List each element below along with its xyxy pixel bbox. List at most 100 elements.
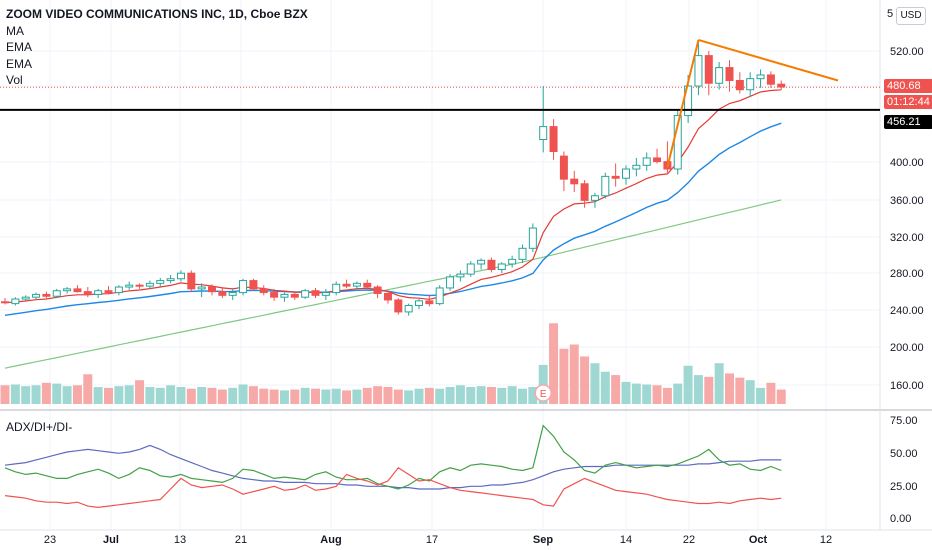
volume-bar <box>497 387 507 404</box>
candle-body <box>518 247 527 260</box>
candle-body <box>549 126 558 152</box>
volume-bar <box>424 387 434 404</box>
candle-body <box>642 157 651 166</box>
candle-body <box>446 276 455 289</box>
grid-lines <box>0 0 932 531</box>
legend-ma[interactable]: MA <box>6 23 24 38</box>
candle-body <box>83 291 92 295</box>
candle-body <box>218 291 227 296</box>
volume-bar <box>145 387 155 404</box>
candle-body <box>590 195 599 201</box>
candle-body <box>145 282 154 287</box>
volume-bar <box>321 389 331 404</box>
volume-bar <box>41 382 51 404</box>
earnings-marker <box>534 384 552 402</box>
volume-bar <box>93 387 103 404</box>
candle-body <box>735 80 744 91</box>
volume-bar <box>124 385 134 404</box>
adx-series-adx <box>4 444 782 490</box>
volume-bar <box>31 385 41 404</box>
time-tick-label: 14 <box>620 534 632 546</box>
candle-body <box>73 288 82 293</box>
price-tick-label: 280.00 <box>890 268 924 280</box>
candle-body <box>777 83 786 88</box>
volume-bar <box>693 375 703 404</box>
candle-body <box>497 263 506 271</box>
candle-body <box>239 280 248 294</box>
adx-tick-label: 75.00 <box>890 415 918 427</box>
candle-body <box>766 74 775 85</box>
volume-bar <box>269 389 279 404</box>
volume-bar <box>776 389 786 404</box>
candle-body <box>21 296 30 300</box>
candle-body <box>715 67 724 84</box>
candle-body <box>52 290 61 297</box>
volume-bar <box>683 365 693 404</box>
candle-body <box>508 258 517 265</box>
time-tick-label: 17 <box>426 534 438 546</box>
candle-body <box>415 300 423 306</box>
time-tick-label: Oct <box>749 534 768 546</box>
volume-bar <box>569 344 579 404</box>
volume-bar <box>714 363 724 404</box>
volume-bar <box>21 386 31 404</box>
candle-body <box>352 282 361 287</box>
volume-bar <box>745 380 755 404</box>
adx-series-di <box>4 424 782 490</box>
earnings-marker-label: E <box>540 389 547 400</box>
chart-title: ZOOM VIDEO COMMUNICATIONS INC, 1D, Cboe … <box>6 7 308 21</box>
volume-bar <box>186 388 196 404</box>
volume-bar <box>72 385 82 404</box>
time-tick-label: Sep <box>533 534 553 546</box>
candle-body <box>373 286 382 294</box>
volume-bar <box>414 388 424 404</box>
legend-vol[interactable]: Vol <box>6 73 23 87</box>
candle-body <box>383 292 392 301</box>
volume-bar <box>279 390 289 404</box>
volume-bar <box>435 388 445 404</box>
volume-bar <box>342 390 352 404</box>
candle-body <box>487 259 496 271</box>
adx-indicator-label[interactable]: ADX/DI+/DI- <box>6 420 73 434</box>
candle-body <box>135 284 144 287</box>
candle-body <box>321 292 330 296</box>
volume-bar <box>766 382 776 404</box>
currency-tick-partial: 5 <box>887 8 894 20</box>
candle-body <box>280 293 289 298</box>
price-tick-label: 400.00 <box>890 157 924 169</box>
volume-bar <box>104 387 113 404</box>
candle-body <box>1 301 9 304</box>
candle-body <box>301 290 310 298</box>
legend-ema-1[interactable]: EMA <box>6 40 33 54</box>
volume-bar <box>114 386 124 404</box>
candle-body <box>270 292 279 298</box>
price-tick-label: 360.00 <box>890 195 924 207</box>
candle-body <box>404 304 413 313</box>
candle-body <box>228 292 237 296</box>
legend-ema-2[interactable]: EMA <box>6 56 33 71</box>
candle-body <box>694 55 703 87</box>
adx-tick-label: 25.00 <box>890 481 918 493</box>
volume-bar <box>600 371 610 404</box>
candle-body <box>197 286 206 290</box>
volume-bar <box>662 387 672 404</box>
moving-average-layer <box>4 89 782 369</box>
volume-bar <box>259 388 269 404</box>
volume-bar <box>725 373 734 404</box>
ma-slow-line <box>4 199 782 369</box>
currency-badge[interactable]: USD <box>896 7 926 25</box>
trend-line-rise <box>666 39 700 168</box>
adx-layer <box>4 424 782 509</box>
candle-body <box>539 126 548 141</box>
candle-body <box>456 273 465 278</box>
volume-bar <box>455 385 465 404</box>
candle-body <box>363 282 372 288</box>
ema-mid-line <box>4 122 782 316</box>
volume-bar <box>383 387 393 404</box>
volume-bar <box>135 380 145 404</box>
price-tick-label: 240.00 <box>890 305 924 317</box>
adx-tick-label: 0.00 <box>890 513 911 525</box>
candle-body <box>11 298 20 305</box>
volume-bar <box>373 386 383 404</box>
